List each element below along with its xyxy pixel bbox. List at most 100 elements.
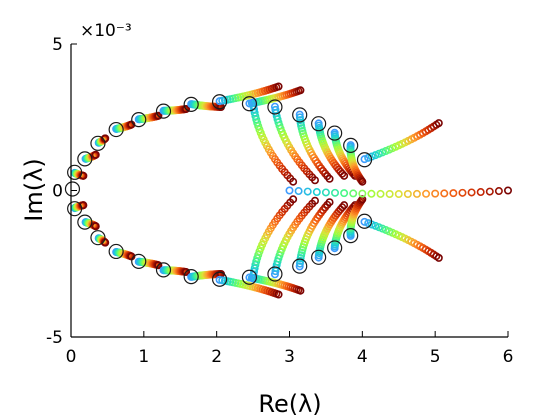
data-point bbox=[108, 243, 124, 260]
data-point bbox=[356, 213, 373, 229]
data-point bbox=[376, 189, 385, 198]
data-point bbox=[340, 201, 349, 210]
data-point bbox=[64, 181, 81, 197]
data-point bbox=[340, 171, 349, 180]
x-tick-label: 5 bbox=[430, 347, 441, 367]
data-point bbox=[295, 262, 304, 271]
data-point bbox=[155, 103, 172, 119]
axis-labels: Re(λ) Im(λ) ×10⁻³ bbox=[20, 21, 322, 418]
data-point bbox=[183, 269, 199, 285]
data-point bbox=[467, 188, 476, 197]
data-point bbox=[296, 86, 305, 95]
data-point bbox=[338, 203, 347, 212]
data-point bbox=[503, 186, 512, 195]
data-point bbox=[252, 257, 261, 266]
x-tick-label: 0 bbox=[66, 347, 77, 367]
data-point bbox=[292, 107, 308, 123]
y-tick-label: 0 bbox=[52, 182, 63, 202]
x-tick-label: 4 bbox=[357, 347, 368, 367]
data-point bbox=[154, 111, 163, 120]
data-point bbox=[154, 261, 163, 270]
data-point bbox=[476, 188, 485, 197]
data-point bbox=[343, 137, 359, 153]
x-tick-label: 6 bbox=[503, 347, 514, 367]
data-point bbox=[295, 110, 304, 119]
data-point bbox=[412, 189, 421, 198]
x-tick-label: 1 bbox=[138, 347, 149, 367]
data-point bbox=[67, 164, 83, 180]
data-point bbox=[91, 222, 100, 231]
y-axis-exponent: ×10⁻³ bbox=[80, 21, 132, 41]
data-point bbox=[267, 99, 283, 115]
data-point bbox=[90, 230, 106, 246]
data-point bbox=[274, 290, 283, 299]
data-point bbox=[267, 266, 283, 282]
data-point bbox=[155, 262, 172, 278]
data-point bbox=[325, 174, 334, 183]
data-point bbox=[77, 214, 93, 230]
data-point bbox=[131, 253, 147, 270]
x-axis-label: Re(λ) bbox=[258, 390, 321, 418]
data-point bbox=[303, 187, 312, 196]
data-point bbox=[310, 196, 319, 205]
data-point bbox=[331, 188, 340, 197]
data-point bbox=[131, 111, 147, 128]
data-point bbox=[182, 267, 191, 276]
data-point bbox=[367, 189, 376, 198]
data-point bbox=[327, 240, 343, 256]
data-point bbox=[211, 94, 228, 110]
data-point bbox=[338, 169, 347, 178]
data-point bbox=[67, 201, 83, 217]
data-point bbox=[440, 189, 449, 198]
data-point bbox=[90, 135, 106, 151]
data-point bbox=[394, 190, 403, 199]
data-point bbox=[340, 189, 349, 198]
data-point bbox=[289, 195, 298, 204]
data-point bbox=[449, 189, 458, 198]
axes: 0 1 2 3 4 5 6-505 bbox=[46, 35, 513, 367]
data-point bbox=[403, 189, 412, 198]
data-point bbox=[289, 177, 298, 186]
data-point bbox=[77, 151, 93, 167]
data-point bbox=[349, 189, 358, 198]
data-point bbox=[360, 217, 369, 226]
data-point bbox=[211, 271, 228, 287]
data-point bbox=[434, 253, 443, 262]
x-tick-label: 2 bbox=[211, 347, 222, 367]
y-tick-label: 5 bbox=[52, 35, 63, 55]
data-point bbox=[343, 228, 359, 244]
data-point bbox=[358, 177, 367, 186]
data-point bbox=[274, 82, 283, 91]
data-point bbox=[458, 188, 467, 197]
data-point bbox=[292, 258, 308, 274]
data-point bbox=[294, 187, 303, 196]
data-point bbox=[422, 189, 431, 198]
y-axis-label: Im(λ) bbox=[20, 158, 48, 221]
data-point bbox=[312, 188, 321, 197]
data-point bbox=[108, 121, 124, 138]
chart-marks bbox=[64, 82, 512, 299]
data-point bbox=[321, 188, 330, 197]
data-point bbox=[183, 96, 199, 112]
data-point bbox=[241, 269, 258, 285]
data-point bbox=[91, 150, 100, 159]
data-point bbox=[358, 189, 367, 198]
data-point bbox=[485, 187, 494, 196]
data-point bbox=[252, 115, 261, 124]
data-point bbox=[494, 187, 503, 196]
data-point bbox=[360, 155, 369, 164]
data-point bbox=[285, 186, 294, 195]
data-point bbox=[241, 96, 258, 112]
data-point bbox=[325, 198, 334, 207]
y-tick-label: -5 bbox=[46, 328, 63, 348]
data-point bbox=[385, 189, 394, 198]
data-point bbox=[431, 189, 440, 198]
x-tick-label: 3 bbox=[284, 347, 295, 367]
data-point bbox=[327, 125, 343, 141]
data-point bbox=[356, 152, 373, 168]
data-point bbox=[311, 249, 327, 265]
data-point bbox=[434, 119, 443, 128]
data-point bbox=[182, 105, 191, 114]
data-point bbox=[296, 286, 305, 295]
